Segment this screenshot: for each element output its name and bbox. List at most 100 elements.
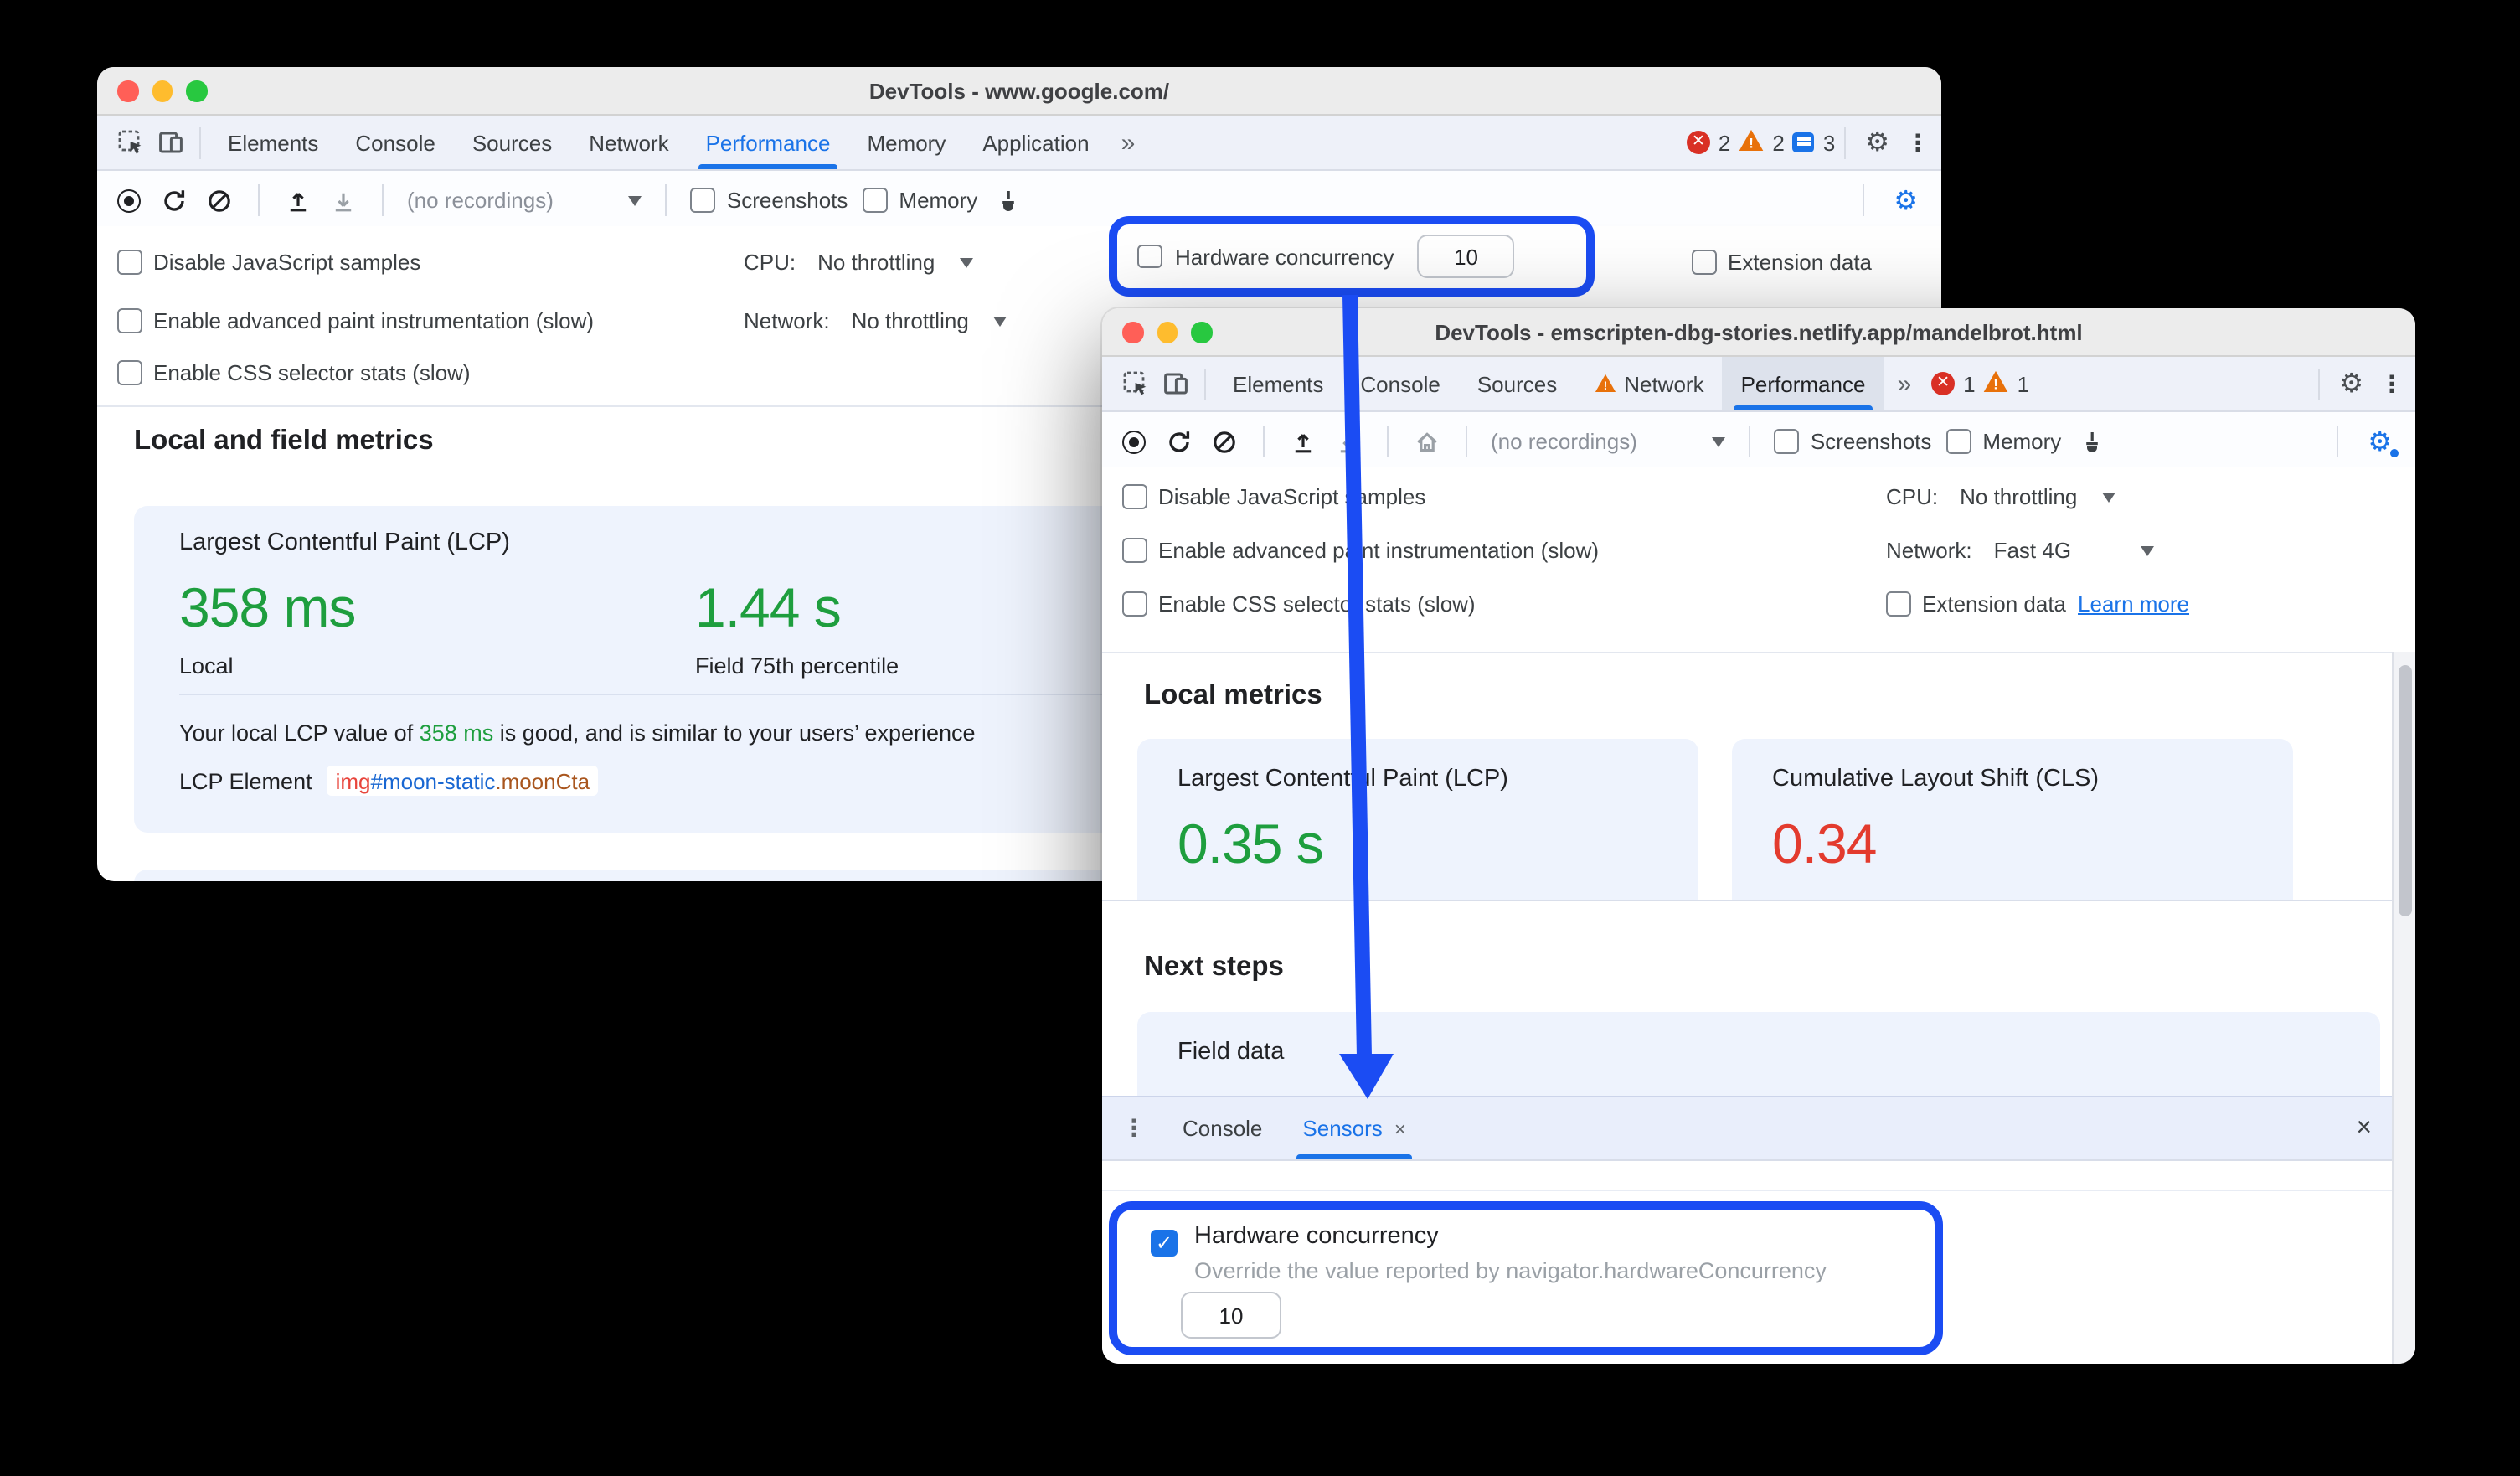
capture-settings-gear-icon[interactable]: ⚙ [2361,425,2401,458]
clear-icon[interactable] [204,185,234,215]
cpu-throttling-select[interactable]: CPU: No throttling [744,250,974,275]
screenshots-checkbox-row[interactable]: Screenshots [690,188,848,213]
tab-sources[interactable]: Sources [472,130,553,155]
errors-icon[interactable]: ✕ [1686,131,1710,154]
local-metrics-heading: Local metrics [1144,680,1322,710]
extension-data-checkbox[interactable] [1886,591,1910,617]
recordings-select[interactable]: (no recordings) [1491,429,1637,454]
cpu-throttling-select[interactable]: CPU: No throttling [1886,484,2116,509]
errors-count[interactable]: 2 [1718,130,1731,155]
screenshots-checkbox-row[interactable]: Screenshots [1774,429,1931,454]
hardware-concurrency-checkbox[interactable] [1137,244,1162,269]
settings-gear-icon[interactable]: ⚙ [1865,129,1889,157]
close-window-button[interactable] [117,80,138,101]
memory-checkbox-row[interactable]: Memory [863,188,977,213]
disable-js-samples-row[interactable]: Disable JavaScript samples [1122,484,1425,509]
reload-and-record-icon[interactable] [159,185,189,215]
warnings-count[interactable]: 2 [1772,130,1785,155]
disable-js-samples-checkbox[interactable] [117,250,142,275]
close-window-button[interactable] [1122,322,1143,343]
zoom-window-button[interactable] [1191,322,1212,343]
memory-checkbox[interactable] [863,188,888,213]
css-selector-stats-checkbox[interactable] [1122,591,1147,617]
errors-count[interactable]: 1 [1963,371,1976,396]
advanced-paint-row[interactable]: Enable advanced paint instrumentation (s… [1122,538,1599,563]
warnings-icon[interactable]: ! [1739,129,1764,156]
disable-js-samples-row[interactable]: Disable JavaScript samples [117,250,420,275]
advanced-paint-checkbox[interactable] [1122,538,1147,563]
download-profile-icon[interactable] [1333,426,1363,457]
warnings-icon[interactable]: ! [1984,370,2009,397]
tab-performance[interactable]: Performance [1722,357,1884,410]
network-throttling-select[interactable]: Network: No throttling [744,308,1007,333]
memory-checkbox[interactable] [1946,429,1971,454]
extension-data-checkbox[interactable] [1692,250,1716,275]
tab-console[interactable]: Console [355,130,435,155]
extension-data-row[interactable]: Extension data Learn more [1886,591,2189,617]
css-selector-stats-row[interactable]: Enable CSS selector stats (slow) [117,360,471,385]
recordings-select[interactable]: (no recordings) [407,188,554,213]
clear-icon[interactable] [1209,426,1239,457]
tab-network[interactable]: Network [589,130,669,155]
extension-data-row[interactable]: Extension data [1692,250,1872,275]
hardware-concurrency-input[interactable] [1417,235,1515,278]
tab-performance[interactable]: Performance [688,116,849,169]
inspect-element-icon[interactable] [1116,364,1156,404]
device-toolbar-icon[interactable] [151,122,191,163]
scrollbar[interactable] [2392,652,2415,1364]
capture-settings-gear-icon[interactable]: ⚙ [1894,187,1918,215]
gc-brush-icon[interactable] [992,185,1023,215]
reload-and-record-icon[interactable] [1164,426,1194,457]
record-icon[interactable] [1119,426,1149,457]
minimize-window-button[interactable] [152,80,173,101]
css-selector-stats-checkbox[interactable] [117,360,142,385]
more-tabs-icon[interactable]: » [1121,128,1136,157]
minimize-window-button[interactable] [1157,322,1178,343]
advanced-paint-checkbox[interactable] [117,308,142,333]
home-icon[interactable] [1412,426,1442,457]
drawer-tab-sensors[interactable]: Sensors × [1282,1097,1425,1159]
kebab-menu-icon[interactable]: ⋮ [2380,369,2404,396]
field-data-label: Field data [1178,1039,1285,1066]
tab-sources[interactable]: Sources [1476,371,1558,396]
messages-count[interactable]: 3 [1822,130,1836,155]
upload-profile-icon[interactable] [1288,426,1318,457]
inspect-element-icon[interactable] [111,122,151,163]
device-toolbar-icon[interactable] [1156,364,1196,404]
screenshots-checkbox[interactable] [690,188,715,213]
kebab-menu-icon[interactable]: ⋮ [1906,128,1930,155]
upload-profile-icon[interactable] [283,185,313,215]
close-sensors-tab-icon[interactable]: × [1394,1117,1406,1140]
tab-network[interactable]: ! Network [1575,357,1722,410]
hardware-concurrency-input[interactable] [1181,1292,1281,1339]
zoom-window-button[interactable] [186,80,207,101]
learn-more-link[interactable]: Learn more [2078,591,2189,617]
settings-gear-icon[interactable]: ⚙ [2339,370,2363,399]
close-drawer-icon[interactable]: × [2356,1113,2372,1142]
errors-icon[interactable]: ✕ [1931,372,1956,395]
tab-elements[interactable]: Elements [1233,371,1324,396]
scrollbar-thumb[interactable] [2399,665,2412,916]
tab-memory[interactable]: Memory [867,130,946,155]
lcp-element-link[interactable]: img #moon-static .moonCta [327,766,599,796]
tab-console[interactable]: Console [1360,371,1440,396]
drawer-kebab-menu-icon[interactable]: ⋮ [1122,1114,1146,1141]
more-tabs-icon[interactable]: » [1897,369,1912,398]
svg-text:!: ! [1603,378,1607,391]
memory-checkbox-row[interactable]: Memory [1946,429,2061,454]
record-icon[interactable] [114,185,144,215]
css-selector-stats-row[interactable]: Enable CSS selector stats (slow) [1122,591,1476,617]
advanced-paint-row[interactable]: Enable advanced paint instrumentation (s… [117,308,594,333]
tab-application[interactable]: Application [982,130,1090,155]
tab-elements[interactable]: Elements [228,130,319,155]
download-profile-icon[interactable] [328,185,358,215]
hardware-concurrency-checkbox-checked[interactable]: ✓ [1151,1230,1178,1257]
network-throttling-select[interactable]: Network: Fast 4G [1886,538,2154,563]
drawer-tab-console[interactable]: Console [1183,1116,1263,1141]
warnings-count[interactable]: 1 [2017,371,2030,396]
disable-js-samples-checkbox[interactable] [1122,484,1147,509]
gc-brush-icon[interactable] [2076,426,2106,457]
lcp-value: 0.35 s [1178,813,1324,875]
messages-icon[interactable] [1792,132,1815,152]
screenshots-checkbox[interactable] [1774,429,1799,454]
